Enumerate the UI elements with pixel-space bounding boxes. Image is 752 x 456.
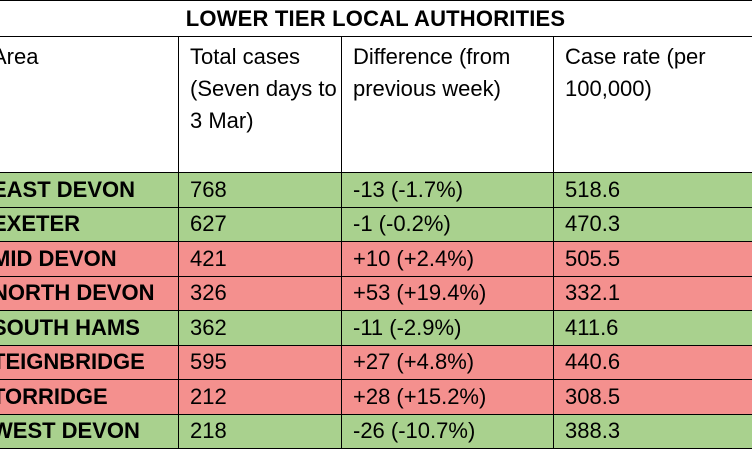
cell-difference: -13 (-1.7%) bbox=[341, 172, 554, 208]
table-row: EXETER 627 -1 (-0.2%) 470.3 bbox=[0, 206, 752, 242]
header-total-cases: Total cases (Seven days to 3 Mar) bbox=[178, 36, 342, 173]
cell-case-rate: 332.1 bbox=[552, 275, 752, 311]
header-difference: Difference (from previous week) bbox=[341, 36, 554, 173]
cell-total-cases: 212 bbox=[178, 379, 342, 415]
header-area: Area bbox=[0, 36, 179, 173]
cell-total-cases: 362 bbox=[178, 310, 342, 346]
cell-area: NORTH DEVON bbox=[0, 275, 179, 311]
table-row: TEIGNBRIDGE 595 +27 (+4.8%) 440.6 bbox=[0, 344, 752, 380]
cell-difference: -26 (-10.7%) bbox=[341, 413, 554, 449]
cell-total-cases: 595 bbox=[178, 344, 342, 380]
table-row: MID DEVON 421 +10 (+2.4%) 505.5 bbox=[0, 241, 752, 277]
cell-case-rate: 308.5 bbox=[552, 379, 752, 415]
cell-difference: +53 (+19.4%) bbox=[341, 275, 554, 311]
cell-total-cases: 768 bbox=[178, 172, 342, 208]
cell-difference: -11 (-2.9%) bbox=[341, 310, 554, 346]
table-row: NORTH DEVON 326 +53 (+19.4%) 332.1 bbox=[0, 275, 752, 311]
cell-area: SOUTH HAMS bbox=[0, 310, 179, 346]
cell-area: WEST DEVON bbox=[0, 413, 179, 449]
table-row: WEST DEVON 218 -26 (-10.7%) 388.3 bbox=[0, 413, 752, 449]
table-body: EAST DEVON 768 -13 (-1.7%) 518.6 EXETER … bbox=[0, 172, 752, 449]
cell-case-rate: 505.5 bbox=[552, 241, 752, 277]
header-case-rate: Case rate (per 100,000) bbox=[552, 36, 752, 173]
table-row: TORRIDGE 212 +28 (+15.2%) 308.5 bbox=[0, 379, 752, 415]
cell-case-rate: 411.6 bbox=[552, 310, 752, 346]
cell-area: EAST DEVON bbox=[0, 172, 179, 208]
cell-area: MID DEVON bbox=[0, 241, 179, 277]
cell-difference: -1 (-0.2%) bbox=[341, 206, 554, 242]
cell-case-rate: 388.3 bbox=[552, 413, 752, 449]
table-title: LOWER TIER LOCAL AUTHORITIES bbox=[0, 0, 752, 37]
cell-total-cases: 326 bbox=[178, 275, 342, 311]
cell-difference: +10 (+2.4%) bbox=[341, 241, 554, 277]
table-row: EAST DEVON 768 -13 (-1.7%) 518.6 bbox=[0, 172, 752, 208]
cell-difference: +27 (+4.8%) bbox=[341, 344, 554, 380]
cell-total-cases: 421 bbox=[178, 241, 342, 277]
table-row: SOUTH HAMS 362 -11 (-2.9%) 411.6 bbox=[0, 310, 752, 346]
cell-difference: +28 (+15.2%) bbox=[341, 379, 554, 415]
cell-case-rate: 440.6 bbox=[552, 344, 752, 380]
cell-case-rate: 470.3 bbox=[552, 206, 752, 242]
cell-area: TORRIDGE bbox=[0, 379, 179, 415]
cell-area: EXETER bbox=[0, 206, 179, 242]
header-row: Area Total cases (Seven days to 3 Mar) D… bbox=[0, 36, 752, 173]
cell-case-rate: 518.6 bbox=[552, 172, 752, 208]
cell-area: TEIGNBRIDGE bbox=[0, 344, 179, 380]
cell-total-cases: 627 bbox=[178, 206, 342, 242]
cell-total-cases: 218 bbox=[178, 413, 342, 449]
